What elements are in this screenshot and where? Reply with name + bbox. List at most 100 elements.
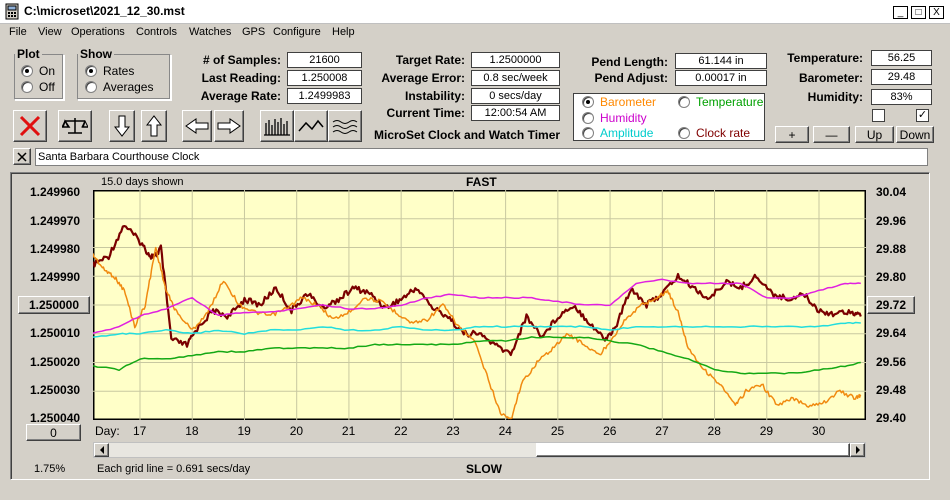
menu-view[interactable]: View (38, 26, 62, 38)
scale-up-button[interactable]: Up (855, 126, 894, 143)
last-reading-label: Last Reading: (201, 71, 281, 85)
minimize-button[interactable]: _ (893, 6, 908, 19)
menu-operations[interactable]: Operations (71, 26, 125, 38)
arrow-up-button[interactable] (141, 110, 167, 142)
series-temperature (93, 336, 861, 375)
sensor-humidity-radio[interactable]: Humidity (582, 111, 647, 125)
show-rates-label: Rates (103, 64, 135, 78)
scroll-left-icon (99, 446, 104, 454)
current-time-value: 12:00:54 AM (471, 105, 560, 121)
clear-name-button[interactable] (13, 148, 31, 165)
scroll-left-button[interactable] (94, 443, 109, 457)
radio-dot (21, 65, 33, 77)
bar-graph-icon (264, 118, 290, 136)
left-tick-label: 1.249980 (30, 242, 81, 256)
env-checkbox-1[interactable] (872, 109, 885, 122)
samples-value: 21600 (287, 52, 362, 68)
plot-off-radio[interactable]: Off (21, 80, 55, 94)
sensor-clockrate-label: Clock rate (696, 126, 751, 140)
left-axis-value-button[interactable]: 1.250000 (18, 296, 90, 314)
menu-help[interactable]: Help (332, 26, 355, 38)
day-tick-label: 22 (394, 424, 408, 438)
day-tick-label: 25 (550, 424, 565, 438)
average-rate-value: 1.2499983 (287, 88, 362, 104)
scroll-thumb[interactable] (536, 443, 850, 457)
pend-adjust-value: 0.00017 in (675, 70, 767, 86)
menu-controls[interactable]: Controls (136, 26, 177, 38)
day-tick-label: 23 (446, 424, 460, 438)
menu-gps[interactable]: GPS (242, 26, 266, 38)
arrow-right-button[interactable] (214, 110, 244, 142)
sensor-temperature-radio[interactable]: Temperature (678, 95, 763, 109)
day-tick-label: 27 (655, 424, 669, 438)
radio-dot (582, 112, 594, 124)
left-tick-label: 1.249990 (30, 270, 81, 284)
radio-dot (85, 65, 97, 77)
rate-chart[interactable] (93, 190, 866, 420)
arrow-left-button[interactable] (182, 110, 212, 142)
stop-button[interactable] (13, 110, 47, 142)
right-tick-label: 29.56 (876, 355, 907, 369)
show-group: Show (77, 47, 171, 100)
target-rate-value: 1.2500000 (471, 52, 560, 68)
day-tick-label: 28 (707, 424, 721, 438)
grid-note-text: Each grid line = 0.691 secs/day (97, 463, 251, 475)
slow-label: SLOW (466, 462, 502, 476)
scroll-right-button[interactable] (850, 443, 865, 457)
close-button[interactable]: X (929, 6, 944, 19)
radio-dot (582, 127, 594, 139)
line-graph-button[interactable] (294, 110, 328, 142)
clock-name-input[interactable]: Santa Barbara Courthouse Clock (35, 148, 928, 166)
zero-button[interactable]: 0 (26, 424, 81, 441)
app-icon (5, 3, 19, 20)
plot-group: Plot (14, 47, 64, 100)
day-tick-label: 18 (185, 424, 199, 438)
sensor-barometer-label: Barometer (600, 95, 657, 109)
pend-adjust-label: Pend Adjust: (594, 71, 668, 85)
window-title: C:\microset\2021_12_30.mst (24, 4, 185, 18)
pend-length-value: 61.144 in (675, 53, 767, 69)
sensor-amplitude-radio[interactable]: Amplitude (582, 126, 653, 140)
barometer-value: 29.48 (871, 69, 932, 85)
menu-configure[interactable]: Configure (273, 26, 321, 38)
instability-label: Instability: (404, 89, 465, 103)
current-time-label: Current Time: (386, 106, 465, 120)
day-tick-label: 17 (133, 424, 147, 438)
arrow-left-icon (185, 118, 209, 134)
day-tick-label: 20 (289, 424, 304, 438)
arrow-down-button[interactable] (109, 110, 135, 142)
right-tick-label: 29.48 (876, 383, 907, 397)
maximize-button[interactable]: □ (911, 6, 926, 19)
env-checkbox-2[interactable]: ✓ (916, 109, 929, 122)
last-reading-value: 1.250008 (287, 70, 362, 86)
menu-file[interactable]: File (9, 26, 27, 38)
day-tick-label: 29 (759, 424, 774, 438)
balance-button[interactable] (58, 110, 92, 142)
sensor-clockrate-radio[interactable]: Clock rate (678, 126, 750, 140)
show-rates-radio[interactable]: Rates (85, 64, 134, 78)
instability-value: 0 secs/day (471, 88, 560, 104)
percent-text: 1.75% (34, 463, 66, 475)
sensor-select-panel: Barometer Temperature Humidity Amplitude… (573, 93, 765, 141)
plot-on-radio[interactable]: On (21, 64, 55, 78)
scale-down-button[interactable]: Down (896, 126, 934, 143)
sensor-barometer-radio[interactable]: Barometer (582, 95, 656, 109)
right-tick-label: 29.80 (876, 270, 907, 284)
humidity-label: Humidity: (807, 90, 863, 104)
smooth-graph-button[interactable] (328, 110, 362, 142)
right-axis-value-button[interactable]: 29.72 (867, 296, 915, 314)
radio-dot (85, 81, 97, 93)
day-tick-label: 19 (237, 424, 251, 438)
graph-frame (10, 172, 930, 480)
menu-watches[interactable]: Watches (189, 26, 232, 38)
horizontal-scrollbar[interactable] (93, 442, 866, 458)
scale-minus-button[interactable]: — (813, 126, 850, 143)
scale-plus-button[interactable]: + (775, 126, 809, 143)
day-tick-label: 26 (603, 424, 617, 438)
temperature-value: 56.25 (871, 50, 932, 66)
menu-bar: File View Operations Controls Watches GP… (0, 24, 950, 43)
show-averages-radio[interactable]: Averages (85, 80, 153, 94)
bar-graph-button[interactable] (260, 110, 294, 142)
average-rate-label: Average Rate: (200, 89, 281, 103)
close-icon (17, 151, 27, 162)
